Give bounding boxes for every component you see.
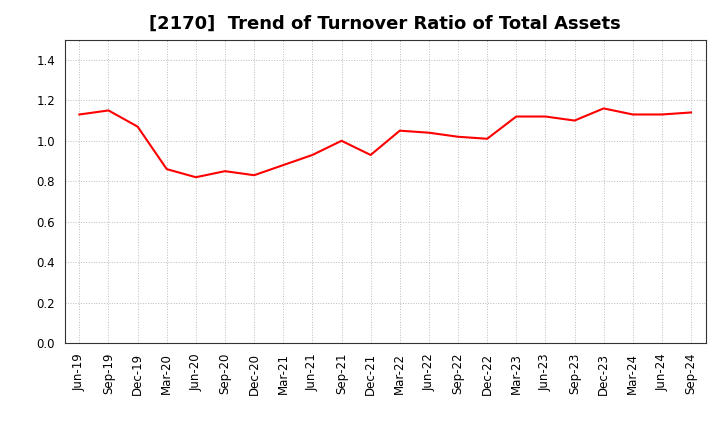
Title: [2170]  Trend of Turnover Ratio of Total Assets: [2170] Trend of Turnover Ratio of Total … (149, 15, 621, 33)
